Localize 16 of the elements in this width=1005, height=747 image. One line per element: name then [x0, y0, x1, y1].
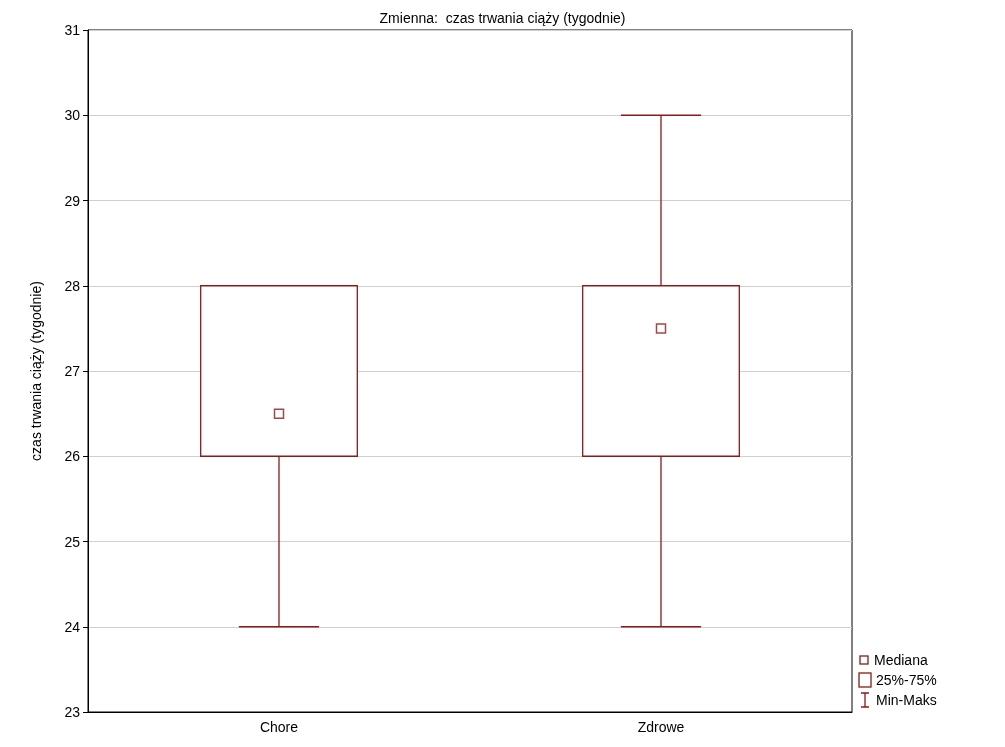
- y-axis-title: czas trwania ciąży (tygodnie): [28, 281, 44, 461]
- y-tick-label: 23: [64, 704, 81, 720]
- y-tick-label: 25: [64, 533, 81, 550]
- y-tick-label: 30: [64, 107, 81, 124]
- y-tick-label: 24: [64, 618, 81, 635]
- chart-title: Zmienna: czas trwania ciąży (tygodnie): [379, 10, 626, 26]
- x-tick-label: Chore: [259, 719, 299, 735]
- y-tick-label: 31: [64, 22, 81, 38]
- y-tick-label: 28: [64, 277, 81, 294]
- y-tick-label: 29: [64, 192, 81, 209]
- text: Min-Maks: [876, 691, 937, 710]
- text: 25%-75%: [876, 671, 937, 690]
- text: Mediana: [874, 651, 928, 670]
- y-tick-label: 27: [64, 363, 81, 379]
- x-tick-label: Zdrowe: [637, 719, 685, 735]
- y-tick-label: 26: [64, 448, 81, 465]
